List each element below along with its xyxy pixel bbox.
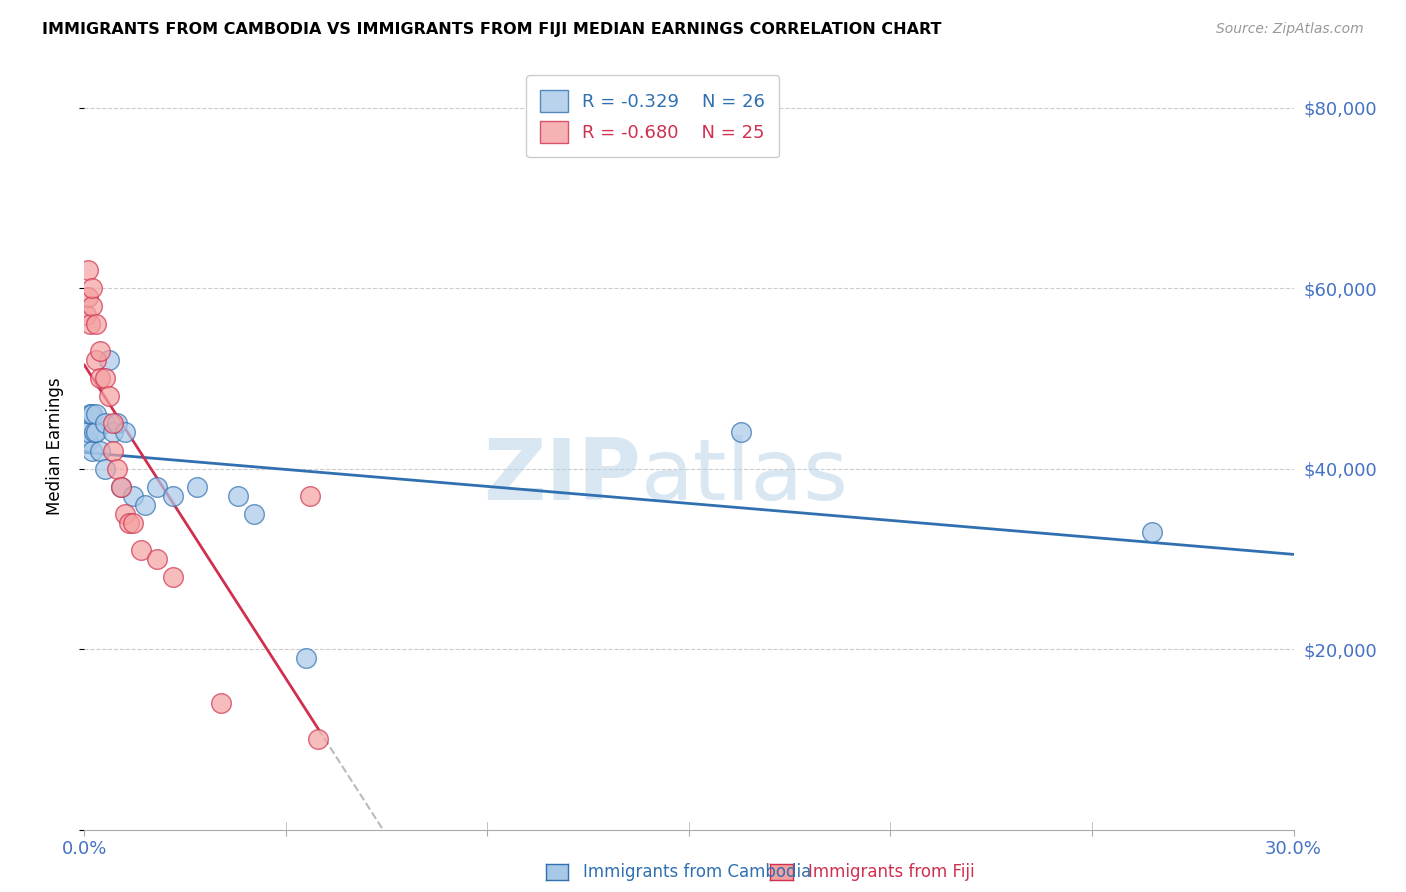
Point xyxy=(242,507,264,521)
Point xyxy=(730,425,752,440)
Legend: R = -0.329    N = 26, R = -0.680    N = 25: R = -0.329 N = 26, R = -0.680 N = 25 xyxy=(526,75,779,157)
Point xyxy=(82,443,104,458)
Point xyxy=(114,425,136,440)
Point xyxy=(93,461,115,475)
Point xyxy=(97,389,120,403)
Text: Immigrants from Cambodia: Immigrants from Cambodia xyxy=(583,863,811,881)
Point xyxy=(89,443,111,458)
Point xyxy=(86,353,108,368)
Point xyxy=(295,651,318,665)
Point xyxy=(93,417,115,431)
Point xyxy=(89,371,111,385)
Point xyxy=(101,443,124,458)
Point xyxy=(79,408,101,422)
Point xyxy=(75,308,97,322)
Point xyxy=(114,507,136,521)
Point xyxy=(146,480,169,494)
Point xyxy=(101,417,124,431)
Text: atlas: atlas xyxy=(641,435,849,518)
Point xyxy=(86,425,108,440)
Point xyxy=(1142,524,1164,539)
Point xyxy=(79,317,101,331)
Point xyxy=(97,353,120,368)
Point xyxy=(82,281,104,295)
Point xyxy=(299,489,322,503)
Point xyxy=(146,551,169,566)
Text: ZIP: ZIP xyxy=(482,435,641,518)
Point xyxy=(86,317,108,331)
Point xyxy=(86,408,108,422)
Y-axis label: Median Earnings: Median Earnings xyxy=(45,377,63,515)
Point xyxy=(162,570,184,584)
Point xyxy=(307,732,329,747)
Point xyxy=(110,480,132,494)
Point xyxy=(105,461,128,475)
Point xyxy=(226,489,249,503)
Point xyxy=(105,417,128,431)
Point xyxy=(93,371,115,385)
Point xyxy=(76,434,98,449)
Point xyxy=(83,425,105,440)
Point xyxy=(89,344,111,359)
Point xyxy=(101,425,124,440)
Point xyxy=(134,498,156,512)
Point xyxy=(77,425,100,440)
Point xyxy=(82,408,104,422)
Point xyxy=(118,516,141,530)
Point xyxy=(121,489,143,503)
Point xyxy=(77,263,100,277)
Text: Source: ZipAtlas.com: Source: ZipAtlas.com xyxy=(1216,22,1364,37)
Point xyxy=(77,290,100,304)
Point xyxy=(110,480,132,494)
Text: Immigrants from Fiji: Immigrants from Fiji xyxy=(808,863,976,881)
Text: IMMIGRANTS FROM CAMBODIA VS IMMIGRANTS FROM FIJI MEDIAN EARNINGS CORRELATION CHA: IMMIGRANTS FROM CAMBODIA VS IMMIGRANTS F… xyxy=(42,22,942,37)
Point xyxy=(129,542,152,557)
Point xyxy=(162,489,184,503)
Point xyxy=(82,299,104,313)
Point xyxy=(186,480,208,494)
Point xyxy=(121,516,143,530)
Point xyxy=(209,696,232,710)
